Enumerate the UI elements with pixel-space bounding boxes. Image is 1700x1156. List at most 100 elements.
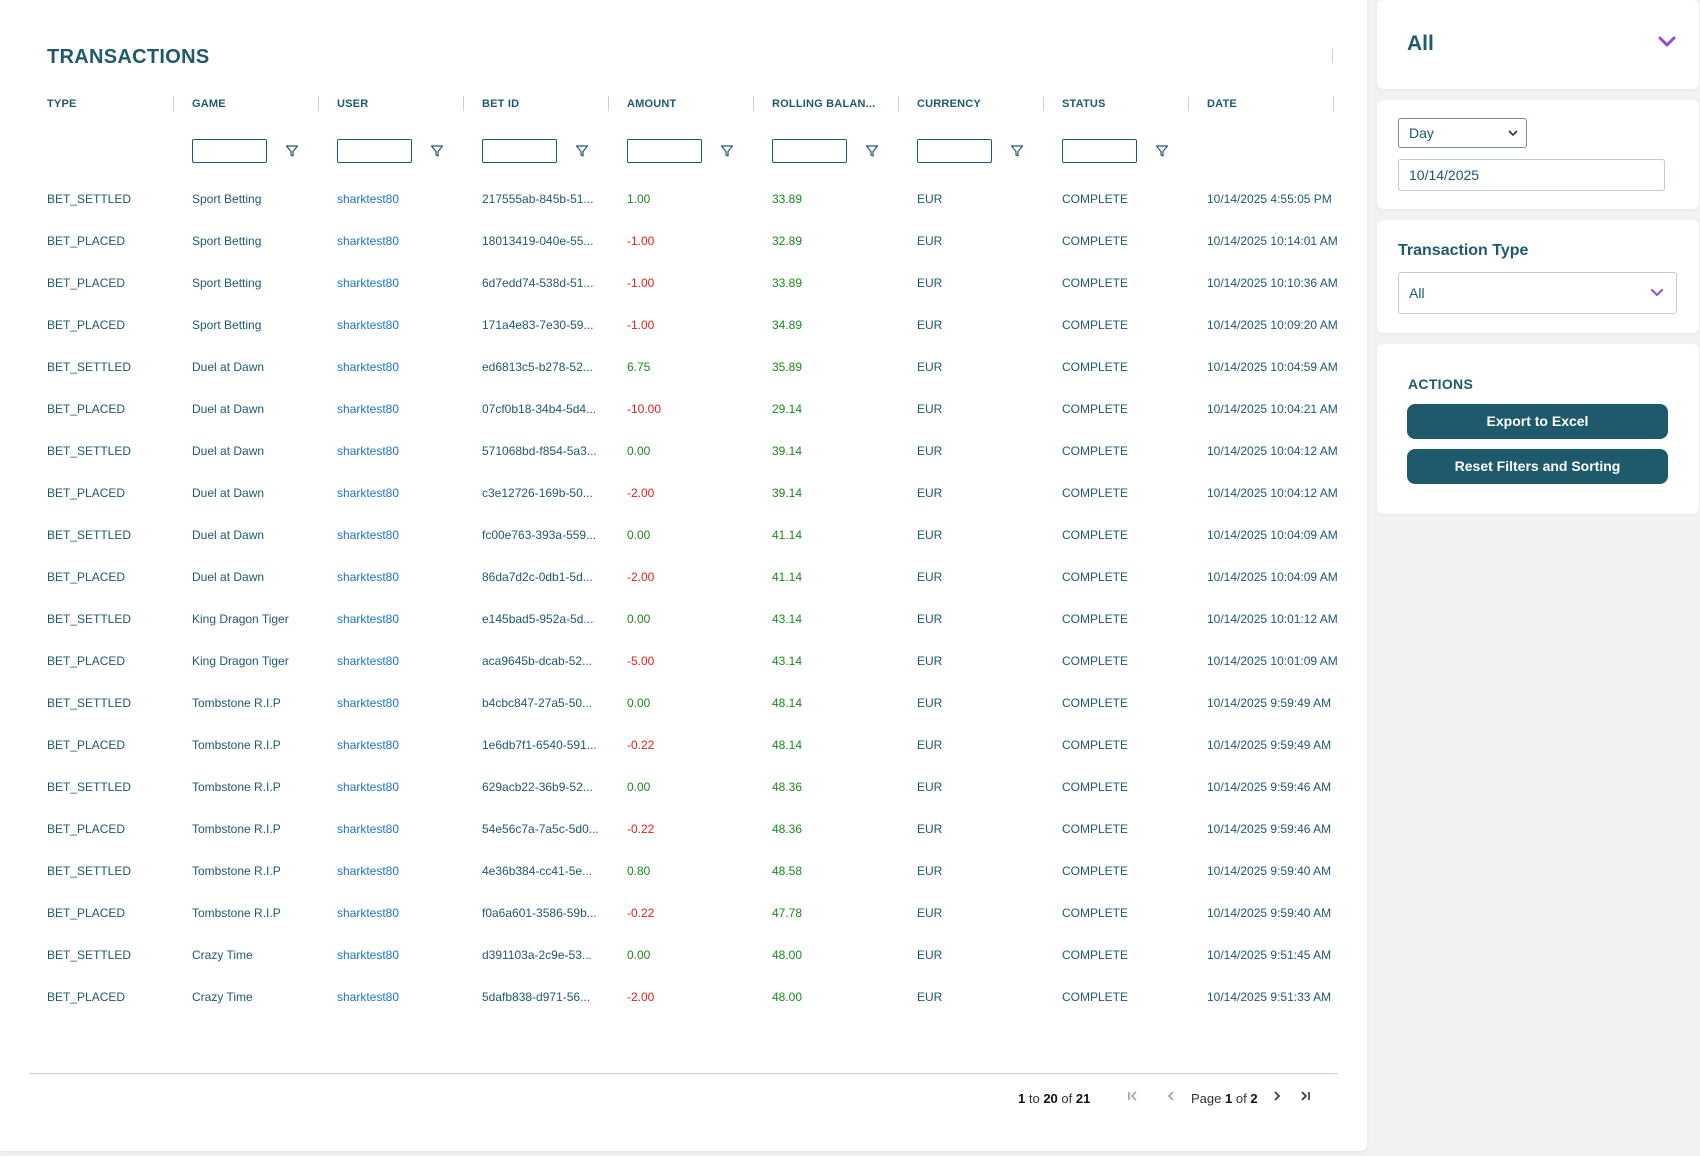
cell-bet-id: 4e36b384-cc41-5e... (482, 864, 593, 878)
filter-input-user[interactable] (337, 139, 412, 163)
cell-user[interactable]: sharktest80 (337, 822, 400, 836)
cell-user[interactable]: sharktest80 (337, 528, 400, 542)
cell-user[interactable]: sharktest80 (337, 486, 400, 500)
table-row[interactable]: BET_SETTLED Tombstone R.I.P sharktest80 b4c… (47, 682, 1337, 724)
cell-amount: 1.00 (627, 192, 651, 206)
filter-icon[interactable] (720, 144, 734, 158)
column-header-bet-id[interactable]: BET ID (482, 98, 520, 110)
cell-game: Crazy Time (192, 990, 253, 1004)
cell-user[interactable]: sharktest80 (337, 402, 400, 416)
filter-icon[interactable] (285, 144, 299, 158)
column-resize-handle[interactable] (608, 96, 609, 111)
column-header-currency[interactable]: CURRENCY (917, 98, 981, 110)
table-row[interactable]: BET_PLACED King Dragon Tiger sharktest80 ac… (47, 640, 1338, 682)
period-select[interactable]: Day (1398, 118, 1527, 148)
cell-user[interactable]: sharktest80 (337, 234, 400, 248)
filter-icon[interactable] (1155, 144, 1169, 158)
cell-user[interactable]: sharktest80 (337, 444, 400, 458)
table-row[interactable]: BET_SETTLED Tombstone R.I.P sharktest80 4e3… (47, 850, 1337, 892)
cell-amount: 0.00 (627, 612, 651, 626)
cell-user[interactable]: sharktest80 (337, 612, 400, 626)
cell-user[interactable]: sharktest80 (337, 192, 400, 206)
table-row[interactable]: BET_SETTLED Tombstone R.I.P sharktest80 629… (47, 766, 1337, 808)
table-row[interactable]: BET_SETTLED Duel at Dawn sharktest80 571068… (47, 430, 1338, 472)
column-header-date[interactable]: DATE (1207, 98, 1237, 110)
column-resize-handle[interactable] (1188, 96, 1189, 111)
table-row[interactable]: BET_PLACED Sport Betting sharktest80 180134… (47, 220, 1338, 262)
cell-bet-id: 5dafb838-d971-56... (482, 990, 591, 1004)
cell-status: COMPLETE (1062, 780, 1129, 794)
cell-status: COMPLETE (1062, 234, 1129, 248)
column-resize-handle[interactable] (898, 96, 899, 111)
table-row[interactable]: BET_SETTLED Duel at Dawn sharktest80 fc00e7… (47, 514, 1338, 556)
transaction-type-select[interactable]: All (1398, 272, 1677, 314)
filter-input-rolling-balance[interactable] (772, 139, 847, 163)
filter-input-amount[interactable] (627, 139, 702, 163)
cell-game: Tombstone R.I.P (192, 696, 281, 710)
cell-user[interactable]: sharktest80 (337, 864, 400, 878)
filter-input-game[interactable] (192, 139, 267, 163)
last-page-icon[interactable] (1296, 1089, 1314, 1107)
cell-rolling-balance: 48.00 (772, 990, 803, 1004)
table-row[interactable]: BET_PLACED Tombstone R.I.P sharktest80 f0a6… (47, 892, 1337, 934)
column-resize-handle[interactable] (318, 96, 319, 111)
table-row[interactable]: BET_PLACED Sport Betting sharktest80 171a4e… (47, 304, 1338, 346)
cell-currency: EUR (917, 360, 943, 374)
chevron-down-icon[interactable] (1657, 34, 1677, 50)
cell-user[interactable]: sharktest80 (337, 654, 400, 668)
cell-user[interactable]: sharktest80 (337, 780, 400, 794)
column-resize-handle[interactable] (753, 96, 754, 111)
table-row[interactable]: BET_PLACED Duel at Dawn sharktest80 86da7d2… (47, 556, 1338, 598)
next-page-icon[interactable] (1268, 1089, 1286, 1107)
scope-select-card[interactable]: All (1377, 0, 1699, 89)
table-row[interactable]: BET_PLACED Tombstone R.I.P sharktest80 1e6d… (47, 724, 1337, 766)
cell-bet-id: d391103a-2c9e-53... (482, 948, 592, 962)
cell-user[interactable]: sharktest80 (337, 318, 400, 332)
reset-filters-button[interactable]: Reset Filters and Sorting (1407, 449, 1668, 484)
cell-date: 10/14/2025 10:04:21 AM (1207, 402, 1338, 416)
cell-user[interactable]: sharktest80 (337, 906, 400, 920)
column-resize-handle[interactable] (1333, 96, 1334, 111)
column-resize-handle[interactable] (463, 96, 464, 111)
filter-icon[interactable] (1010, 144, 1024, 158)
cell-bet-id: 571068bd-f854-5a3... (482, 444, 597, 458)
cell-user[interactable]: sharktest80 (337, 696, 400, 710)
table-row[interactable]: BET_SETTLED King Dragon Tiger sharktest80 e… (47, 598, 1338, 640)
filter-input-bet-id[interactable] (482, 139, 557, 163)
column-header-game[interactable]: GAME (192, 98, 226, 110)
column-header-amount[interactable]: AMOUNT (627, 98, 677, 110)
table-row[interactable]: BET_PLACED Tombstone R.I.P sharktest80 54e5… (47, 808, 1337, 850)
prev-page-icon[interactable] (1162, 1089, 1180, 1107)
date-field[interactable]: 10/14/2025 (1398, 159, 1665, 191)
table-row[interactable]: BET_PLACED Crazy Time sharktest80 5dafb838-… (47, 976, 1337, 1018)
table-row[interactable]: BET_SETTLED Crazy Time sharktest80 d391103a… (47, 934, 1337, 976)
filter-icon[interactable] (865, 144, 879, 158)
filter-icon[interactable] (575, 144, 589, 158)
table-row[interactable]: BET_PLACED Duel at Dawn sharktest80 07cf0b1… (47, 388, 1338, 430)
cell-user[interactable]: sharktest80 (337, 360, 400, 374)
filter-icon[interactable] (430, 144, 444, 158)
filter-input-status[interactable] (1062, 139, 1137, 163)
table-row[interactable]: BET_SETTLED Duel at Dawn sharktest80 ed6813… (47, 346, 1338, 388)
cell-rolling-balance: 32.89 (772, 234, 803, 248)
filter-input-currency[interactable] (917, 139, 992, 163)
column-header-status[interactable]: STATUS (1062, 98, 1106, 110)
table-row[interactable]: BET_SETTLED Sport Betting sharktest80 21755… (47, 178, 1337, 220)
cell-user[interactable]: sharktest80 (337, 276, 400, 290)
scope-select-value: All (1407, 32, 1434, 55)
column-header-user[interactable]: USER (337, 98, 369, 110)
column-resize-handle[interactable] (173, 96, 174, 111)
column-header-type[interactable]: TYPE (47, 98, 77, 110)
column-resize-handle[interactable] (1043, 96, 1044, 111)
first-page-icon[interactable] (1124, 1089, 1142, 1107)
cell-bet-id: 86da7d2c-0db1-5d... (482, 570, 593, 584)
cell-user[interactable]: sharktest80 (337, 570, 400, 584)
table-row[interactable]: BET_PLACED Sport Betting sharktest80 6d7edd… (47, 262, 1338, 304)
export-excel-button[interactable]: Export to Excel (1407, 404, 1668, 439)
column-header-rolling-balance[interactable]: ROLLING BALAN... (772, 98, 876, 110)
table-row[interactable]: BET_PLACED Duel at Dawn sharktest80 c3e1272… (47, 472, 1338, 514)
cell-user[interactable]: sharktest80 (337, 738, 400, 752)
cell-currency: EUR (917, 990, 943, 1004)
cell-user[interactable]: sharktest80 (337, 990, 400, 1004)
cell-user[interactable]: sharktest80 (337, 948, 400, 962)
